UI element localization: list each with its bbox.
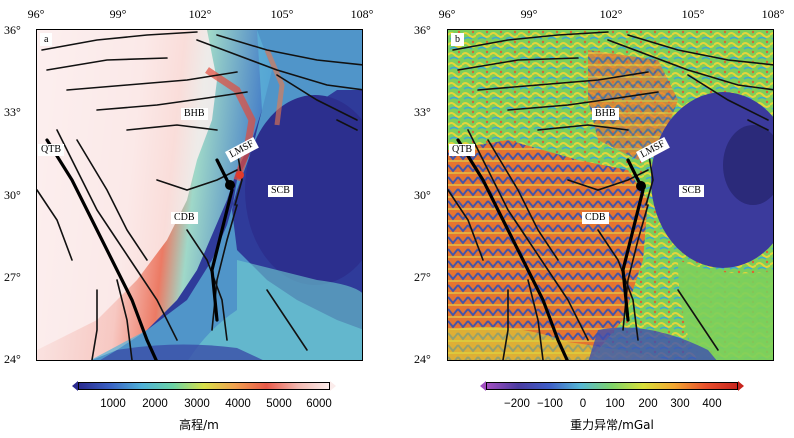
place-label-bhb: BHB [592, 108, 619, 120]
lat-tick-30: 30° [414, 188, 431, 202]
lat-tick-24: 24° [414, 352, 431, 366]
colorbar-b-title: 重力异常/mGal [570, 418, 654, 432]
colorbar-a-title: 高程/m [179, 418, 219, 432]
lon-tick-96: 96° [438, 7, 456, 21]
lon-tick-102: 102° [188, 7, 212, 21]
colorbar-a-right-arrow [330, 381, 336, 391]
lat-tick-36: 36° [4, 23, 21, 37]
colorbar-a-tick: 2000 [142, 398, 168, 410]
lat-tick-33: 33° [4, 105, 21, 119]
lon-tick-108: 108° [761, 7, 785, 21]
gravity-map [447, 29, 774, 361]
place-label-cdb: CDB [171, 212, 198, 224]
place-label-scb: SCB [679, 185, 704, 197]
colorbar-b-tick: 0 [579, 398, 587, 410]
colorbar-b [486, 382, 738, 390]
colorbar-b-tick: 300 [670, 398, 690, 410]
lat-tick-24: 24° [4, 352, 21, 366]
colorbar-a [78, 382, 330, 390]
lon-tick-105: 105° [270, 7, 294, 21]
colorbar-b-left-arrow [480, 381, 486, 391]
colorbar-a-left-arrow [72, 381, 78, 391]
place-label-bhb: BHB [181, 108, 208, 120]
place-label-cdb: CDB [582, 212, 609, 224]
gravity-map-image [448, 30, 773, 360]
place-label-qtb: QTB [449, 144, 475, 156]
lon-tick-102: 102° [599, 7, 623, 21]
panel-label-a: a [40, 33, 53, 46]
colorbar-a-tick: 6000 [306, 398, 332, 410]
lon-tick-96: 96° [27, 7, 45, 21]
colorbar-a-tick: 4000 [225, 398, 251, 410]
colorbar-a-tick: 1000 [100, 398, 126, 410]
colorbar-b-tick: 200 [638, 398, 658, 410]
lat-tick-33: 33° [414, 105, 431, 119]
lon-tick-99: 99° [109, 7, 127, 21]
colorbar-a-tick: 3000 [184, 398, 210, 410]
lon-tick-99: 99° [520, 7, 538, 21]
lat-tick-27: 27° [4, 270, 21, 284]
lon-tick-105: 105° [681, 7, 705, 21]
colorbar-a-tick: 5000 [266, 398, 292, 410]
lat-tick-30: 30° [4, 188, 21, 202]
panel-label-b: b [451, 33, 464, 46]
colorbar-b-tick: −100 [537, 398, 563, 410]
elevation-map [36, 29, 363, 361]
lat-tick-27: 27° [414, 270, 431, 284]
lat-tick-36: 36° [414, 23, 431, 37]
colorbar-b-tick: 100 [605, 398, 625, 410]
lon-tick-108: 108° [350, 7, 374, 21]
place-label-qtb: QTB [38, 144, 64, 156]
place-label-scb: SCB [268, 185, 293, 197]
colorbar-b-tick: −200 [504, 398, 530, 410]
colorbar-b-tick: 400 [702, 398, 722, 410]
elevation-map-image [37, 30, 362, 360]
colorbar-b-right-arrow [738, 381, 744, 391]
